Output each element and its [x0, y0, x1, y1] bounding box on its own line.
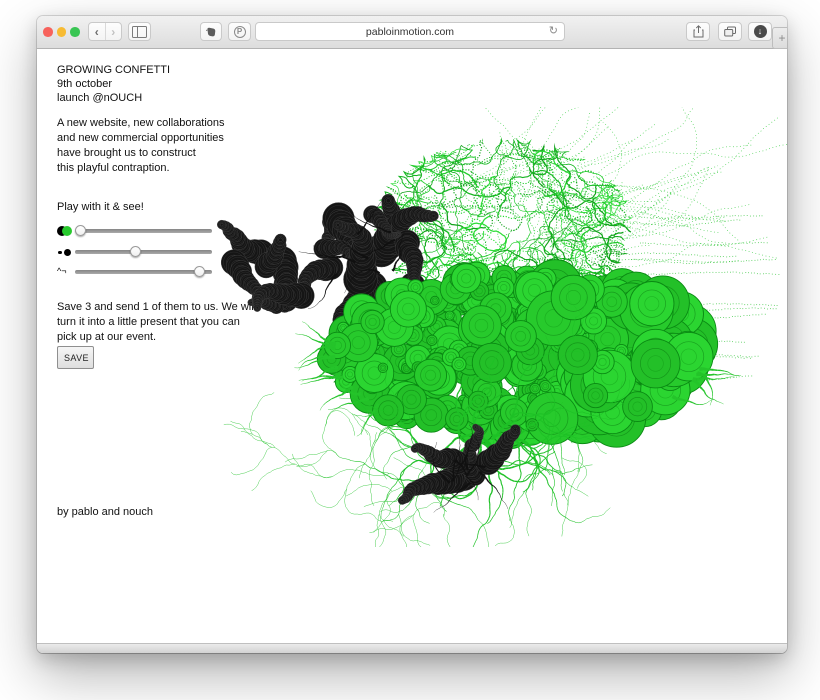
shape-slider-track[interactable] — [75, 265, 212, 277]
forward-button[interactable]: › — [106, 23, 122, 40]
shape-slider-thumb[interactable] — [194, 265, 206, 277]
share-icon — [693, 25, 703, 38]
sidebar-button[interactable] — [128, 22, 151, 41]
forward-icon: › — [111, 24, 116, 39]
credits-footer: by pablo and nouch — [57, 506, 154, 518]
tab-overview-icon — [724, 26, 736, 37]
save-paragraph: Save 3 and send 1 of them to us. We wil … — [57, 300, 254, 345]
shape-slider[interactable]: ^¬ — [57, 265, 212, 278]
confetti-artwork[interactable] — [207, 107, 787, 547]
address-bar[interactable]: pabloinmotion.com ↻ — [255, 22, 565, 41]
intro-line: have brought us to construct — [57, 147, 196, 159]
save-line: pick up at our event. — [57, 331, 157, 343]
intro-line: A new website, new collaborations — [57, 117, 225, 129]
evernote-extension-button[interactable] — [200, 22, 222, 41]
size-slider-track[interactable] — [75, 245, 212, 257]
back-button[interactable]: ‹ — [89, 23, 106, 40]
save-button[interactable]: SAVE — [57, 346, 94, 369]
evernote-extension-icon — [206, 27, 216, 36]
share-button[interactable] — [686, 22, 710, 41]
page-date: 9th october — [57, 78, 113, 90]
back-icon: ‹ — [94, 24, 99, 39]
url-text: pabloinmotion.com — [365, 25, 455, 38]
new-tab-button[interactable]: + — [772, 27, 787, 49]
save-line: turn it into a little present that you c… — [57, 316, 240, 328]
page-launch: launch @nOUCH — [57, 92, 143, 104]
color-dots-icon — [57, 224, 74, 237]
shape-glyphs-icon: ^¬ — [57, 266, 67, 276]
downloads-icon: ↓ — [753, 25, 767, 38]
downloads-button[interactable]: ↓ — [748, 22, 772, 41]
pinterest-extension-icon: P — [233, 25, 246, 38]
color-slider-thumb[interactable] — [74, 224, 86, 236]
minimize-window-icon[interactable] — [56, 27, 66, 37]
size-slider-thumb[interactable] — [129, 245, 141, 257]
page-header: GROWING CONFETTI 9th october launch @nOU… — [57, 63, 170, 105]
pinterest-extension-button[interactable]: P — [228, 22, 251, 41]
reload-icon[interactable]: ↻ — [548, 25, 558, 37]
color-slider-track[interactable] — [74, 224, 212, 236]
save-line: Save 3 and send 1 of them to us. We wil — [57, 301, 254, 313]
intro-line: and new commercial opportunities — [57, 132, 224, 144]
size-slider[interactable] — [57, 245, 212, 258]
page-content: GROWING CONFETTI 9th october launch @nOU… — [37, 49, 787, 645]
sidebar-icon — [132, 25, 147, 38]
page-title: GROWING CONFETTI — [57, 64, 171, 76]
play-prompt: Play with it & see! — [57, 201, 144, 213]
window-status-strip — [37, 643, 787, 653]
tab-overview-button[interactable] — [718, 22, 742, 41]
intro-paragraph: A new website, new collaborations and ne… — [57, 116, 225, 176]
close-window-icon[interactable] — [43, 27, 53, 37]
history-nav-control: ‹ › — [88, 22, 122, 41]
intro-line: this playful contraption. — [57, 162, 170, 174]
size-dots-icon — [57, 245, 74, 258]
color-slider[interactable] — [57, 224, 212, 237]
zoom-window-icon[interactable] — [70, 27, 80, 37]
browser-window: ‹ › P pabloinmotion.com ↻ — [37, 16, 787, 653]
browser-toolbar: ‹ › P pabloinmotion.com ↻ — [37, 16, 787, 49]
